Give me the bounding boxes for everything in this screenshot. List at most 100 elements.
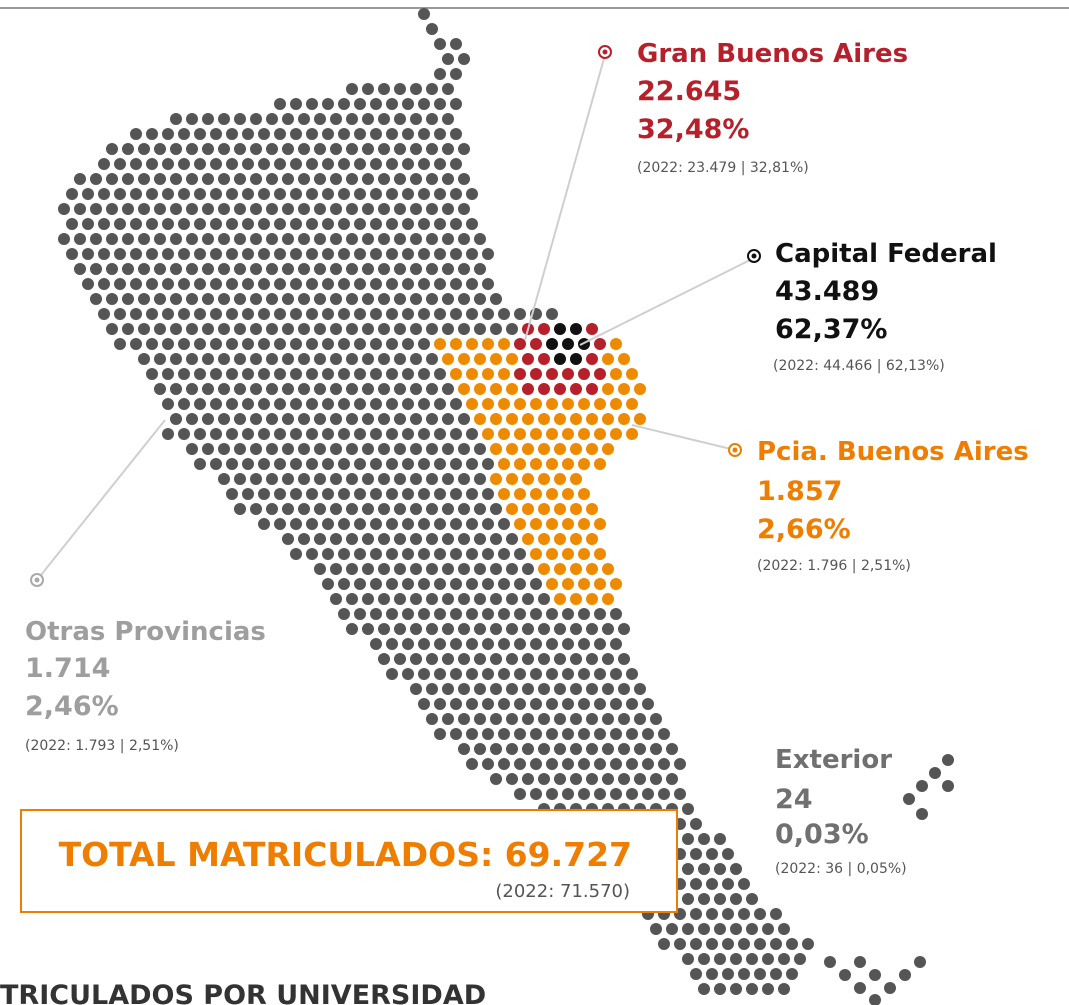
map-dot [394, 293, 406, 305]
map-dot [258, 398, 270, 410]
map-dot [682, 863, 694, 875]
map-dot [202, 233, 214, 245]
map-dot [450, 668, 462, 680]
map-dot [74, 173, 86, 185]
map-dot [202, 353, 214, 365]
map-dot [410, 593, 422, 605]
map-dot [802, 938, 814, 950]
map-dot [578, 608, 590, 620]
map-dot [418, 668, 430, 680]
map-dot [442, 143, 454, 155]
map-dot [626, 758, 638, 770]
map-dot [250, 353, 262, 365]
map-dot [346, 473, 358, 485]
map-dot [554, 443, 566, 455]
map-dot [410, 443, 422, 455]
map-dot [402, 338, 414, 350]
map-dot [370, 98, 382, 110]
map-dot [602, 713, 614, 725]
map-dot [538, 563, 550, 575]
map-dot [618, 773, 630, 785]
map-dot [554, 653, 566, 665]
map-dot [506, 473, 518, 485]
map-dot [610, 368, 622, 380]
map-dot [386, 218, 398, 230]
map-dot [346, 143, 358, 155]
map-dot [610, 728, 622, 740]
map-dot [474, 713, 486, 725]
map-dot [506, 533, 518, 545]
map-dot [114, 188, 126, 200]
map-dot [410, 383, 422, 395]
map-dot [194, 458, 206, 470]
map-dot [522, 503, 534, 515]
map-dot [450, 338, 462, 350]
map-dot [282, 143, 294, 155]
map-dot [370, 338, 382, 350]
map-dot [690, 878, 702, 890]
map-dot [474, 653, 486, 665]
map-dot [362, 623, 374, 635]
map-dot [162, 158, 174, 170]
map-dot [170, 173, 182, 185]
map-dot [746, 983, 758, 995]
region-otras: Otras Provincias 1.714 2,46% (2022: 1.79… [25, 617, 266, 754]
map-dot [314, 413, 326, 425]
map-dot [146, 128, 158, 140]
map-dot [586, 563, 598, 575]
map-dot [234, 353, 246, 365]
map-dot [778, 923, 790, 935]
map-dot [754, 938, 766, 950]
map-dot [378, 353, 390, 365]
map-dot [194, 218, 206, 230]
map-dot [130, 218, 142, 230]
map-dot [570, 713, 582, 725]
map-dot [586, 593, 598, 605]
map-dot [642, 758, 654, 770]
map-dot [378, 383, 390, 395]
map-dot [234, 383, 246, 395]
map-dot [514, 668, 526, 680]
map-dot [418, 368, 430, 380]
map-dot [282, 263, 294, 275]
map-dot [490, 593, 502, 605]
map-dot [370, 458, 382, 470]
map-dot [274, 248, 286, 260]
map-dot [530, 518, 542, 530]
map-dot [458, 533, 470, 545]
map-dot [634, 773, 646, 785]
map-dot [130, 248, 142, 260]
map-dot [530, 548, 542, 560]
region-previous: (2022: 36 | 0,05%) [775, 861, 907, 877]
map-dot [242, 188, 254, 200]
map-dot [482, 428, 494, 440]
map-dot [434, 518, 446, 530]
map-dot [250, 113, 262, 125]
map-dot [578, 428, 590, 440]
map-dot [178, 398, 190, 410]
map-dot [554, 323, 566, 335]
map-dot [530, 338, 542, 350]
map-dot [554, 623, 566, 635]
section-title: TRICULADOS POR UNIVERSIDAD [0, 980, 486, 1005]
map-dot [474, 353, 486, 365]
map-dot [322, 308, 334, 320]
map-dot [258, 128, 270, 140]
map-dot [418, 548, 430, 560]
map-dot [370, 428, 382, 440]
map-dot [330, 473, 342, 485]
map-dot [130, 128, 142, 140]
region-percent: 2,66% [757, 514, 851, 545]
map-dot [290, 278, 302, 290]
map-dot [282, 293, 294, 305]
map-dot [498, 308, 510, 320]
map-dot [210, 428, 222, 440]
map-dot [402, 518, 414, 530]
map-dot [562, 728, 574, 740]
map-dot [626, 368, 638, 380]
map-dot [458, 53, 470, 65]
map-dot [210, 398, 222, 410]
map-dot [434, 458, 446, 470]
map-dot [250, 173, 262, 185]
map-dot [746, 953, 758, 965]
